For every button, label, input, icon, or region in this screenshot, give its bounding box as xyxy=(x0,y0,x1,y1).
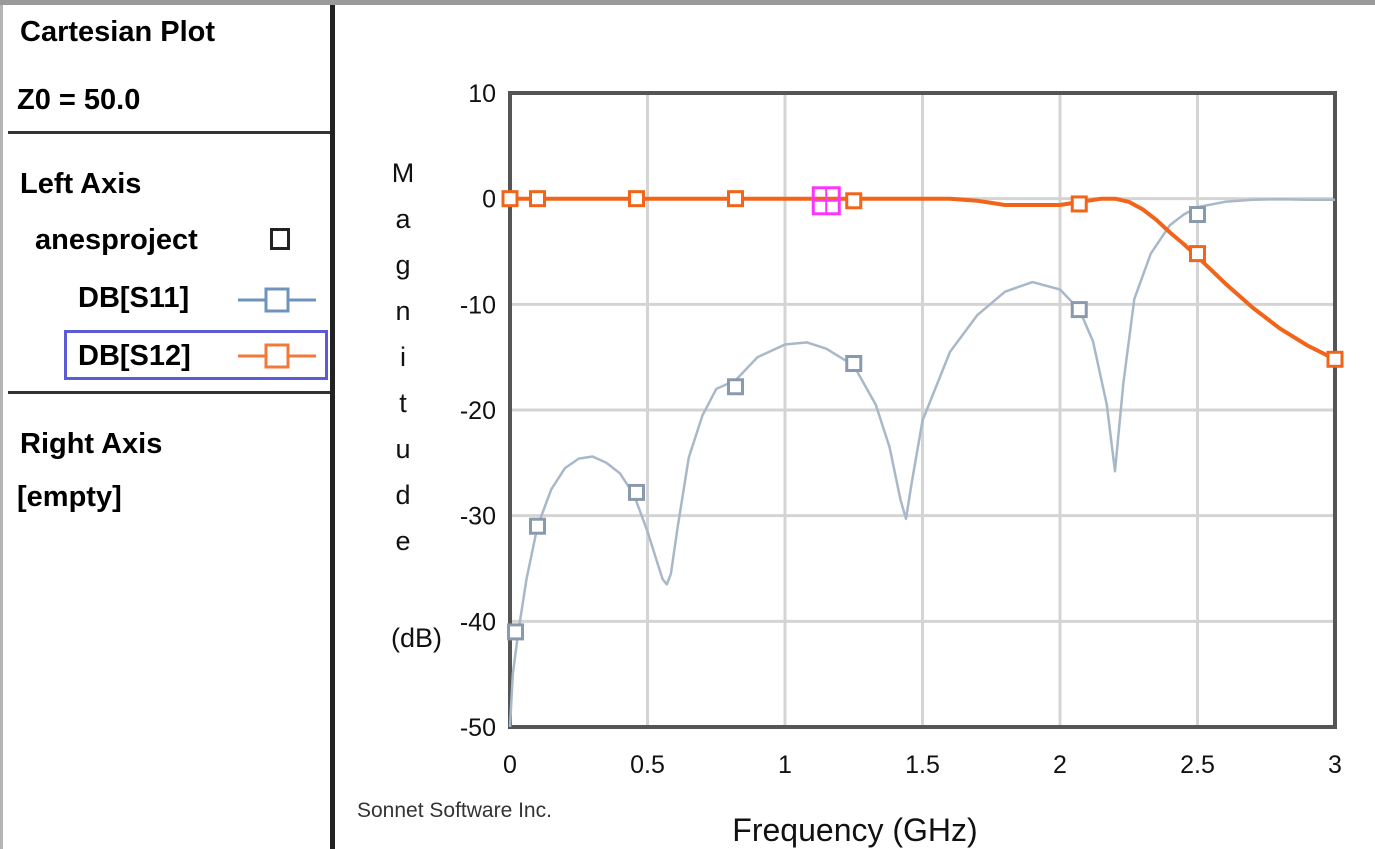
s11-trace-icon xyxy=(238,287,316,313)
footer-credit: Sonnet Software Inc. xyxy=(357,799,552,822)
left-axis-heading: Left Axis xyxy=(20,168,142,200)
s12-data-marker xyxy=(845,192,863,210)
y-axis-title-letter: n xyxy=(395,296,410,326)
right-axis-heading: Right Axis xyxy=(20,428,163,460)
y-axis-title-letter: t xyxy=(399,388,407,418)
s12-trace-icon xyxy=(238,343,316,369)
y-axis-title-letter: u xyxy=(395,434,410,464)
x-tick-label: 0 xyxy=(503,751,517,779)
z0-label: Z0 = 50.0 xyxy=(17,84,141,116)
plot-area-border xyxy=(508,91,1337,729)
window-top-border xyxy=(0,0,1375,5)
y-axis-title-letter: e xyxy=(395,526,410,556)
s12-data-marker xyxy=(501,190,519,208)
x-tick-label: 1 xyxy=(778,751,792,779)
right-axis-value: [empty] xyxy=(17,481,122,513)
x-tick-label: 1.5 xyxy=(905,751,940,779)
s11-data-marker xyxy=(529,517,546,535)
x-axis-title: Frequency (GHz) xyxy=(732,812,977,848)
s12-data-marker xyxy=(1326,350,1344,368)
y-tick-label: -40 xyxy=(460,608,496,636)
x-tick-label: 0.5 xyxy=(630,751,665,779)
s12-trace-line xyxy=(510,196,1336,362)
x-tick-label: 2 xyxy=(1053,751,1067,779)
s12-data-marker xyxy=(727,190,744,208)
y-axis-title-letter: d xyxy=(395,480,410,510)
y-axis-title-letter: a xyxy=(395,204,411,234)
project-name[interactable]: anesproject xyxy=(35,224,198,256)
s11-data-marker xyxy=(1070,301,1088,319)
y-axis-title-letter: i xyxy=(400,342,406,372)
s11-data-marker xyxy=(507,623,524,641)
project-checkbox[interactable] xyxy=(270,228,290,250)
x-tick-label: 3 xyxy=(1328,751,1342,779)
s12-data-marker xyxy=(1070,195,1088,213)
s12-data-marker xyxy=(1189,245,1206,263)
panel-divider[interactable] xyxy=(330,5,335,849)
x-tick-label: 2.5 xyxy=(1180,751,1215,779)
legend-item-s12-selected[interactable] xyxy=(64,330,328,380)
y-tick-label: 0 xyxy=(482,186,496,214)
section-divider xyxy=(8,391,330,394)
x-tick-labels: 0 0.5 1 1.5 2 2.5 3 xyxy=(503,751,1342,779)
y-tick-label: 10 xyxy=(468,80,496,108)
plot-control-panel xyxy=(0,5,333,849)
legend-label-s12: DB[S12] xyxy=(78,340,191,372)
s12-data-marker xyxy=(628,190,645,208)
s12-data-marker xyxy=(529,190,546,208)
s11-data-marker xyxy=(1189,206,1206,224)
y-axis-title-letter: M xyxy=(392,158,415,188)
y-tick-label: -20 xyxy=(460,397,496,425)
y-tick-label: -10 xyxy=(460,291,496,319)
plot-series xyxy=(501,186,1344,728)
section-divider xyxy=(8,131,330,134)
legend-label-s11: DB[S11] xyxy=(78,282,190,314)
s11-data-marker xyxy=(727,378,744,396)
y-tick-label: -50 xyxy=(460,714,496,742)
s11-data-marker xyxy=(845,355,863,373)
y-tick-label: -30 xyxy=(460,503,496,531)
y-axis-title-letter: g xyxy=(395,250,410,280)
plot-type-label: Cartesian Plot xyxy=(20,16,215,48)
s11-data-marker xyxy=(628,483,645,501)
y-axis-unit: (dB) xyxy=(391,623,442,653)
cartesian-plot[interactable]: 10 0 -10 -20 -30 -40 -50 0 0.5 1 1.5 2 2.5 3 Magnitu… xyxy=(335,5,1375,849)
y-tick-labels: 10 0 -10 -20 -30 -40 -50 xyxy=(460,80,496,742)
